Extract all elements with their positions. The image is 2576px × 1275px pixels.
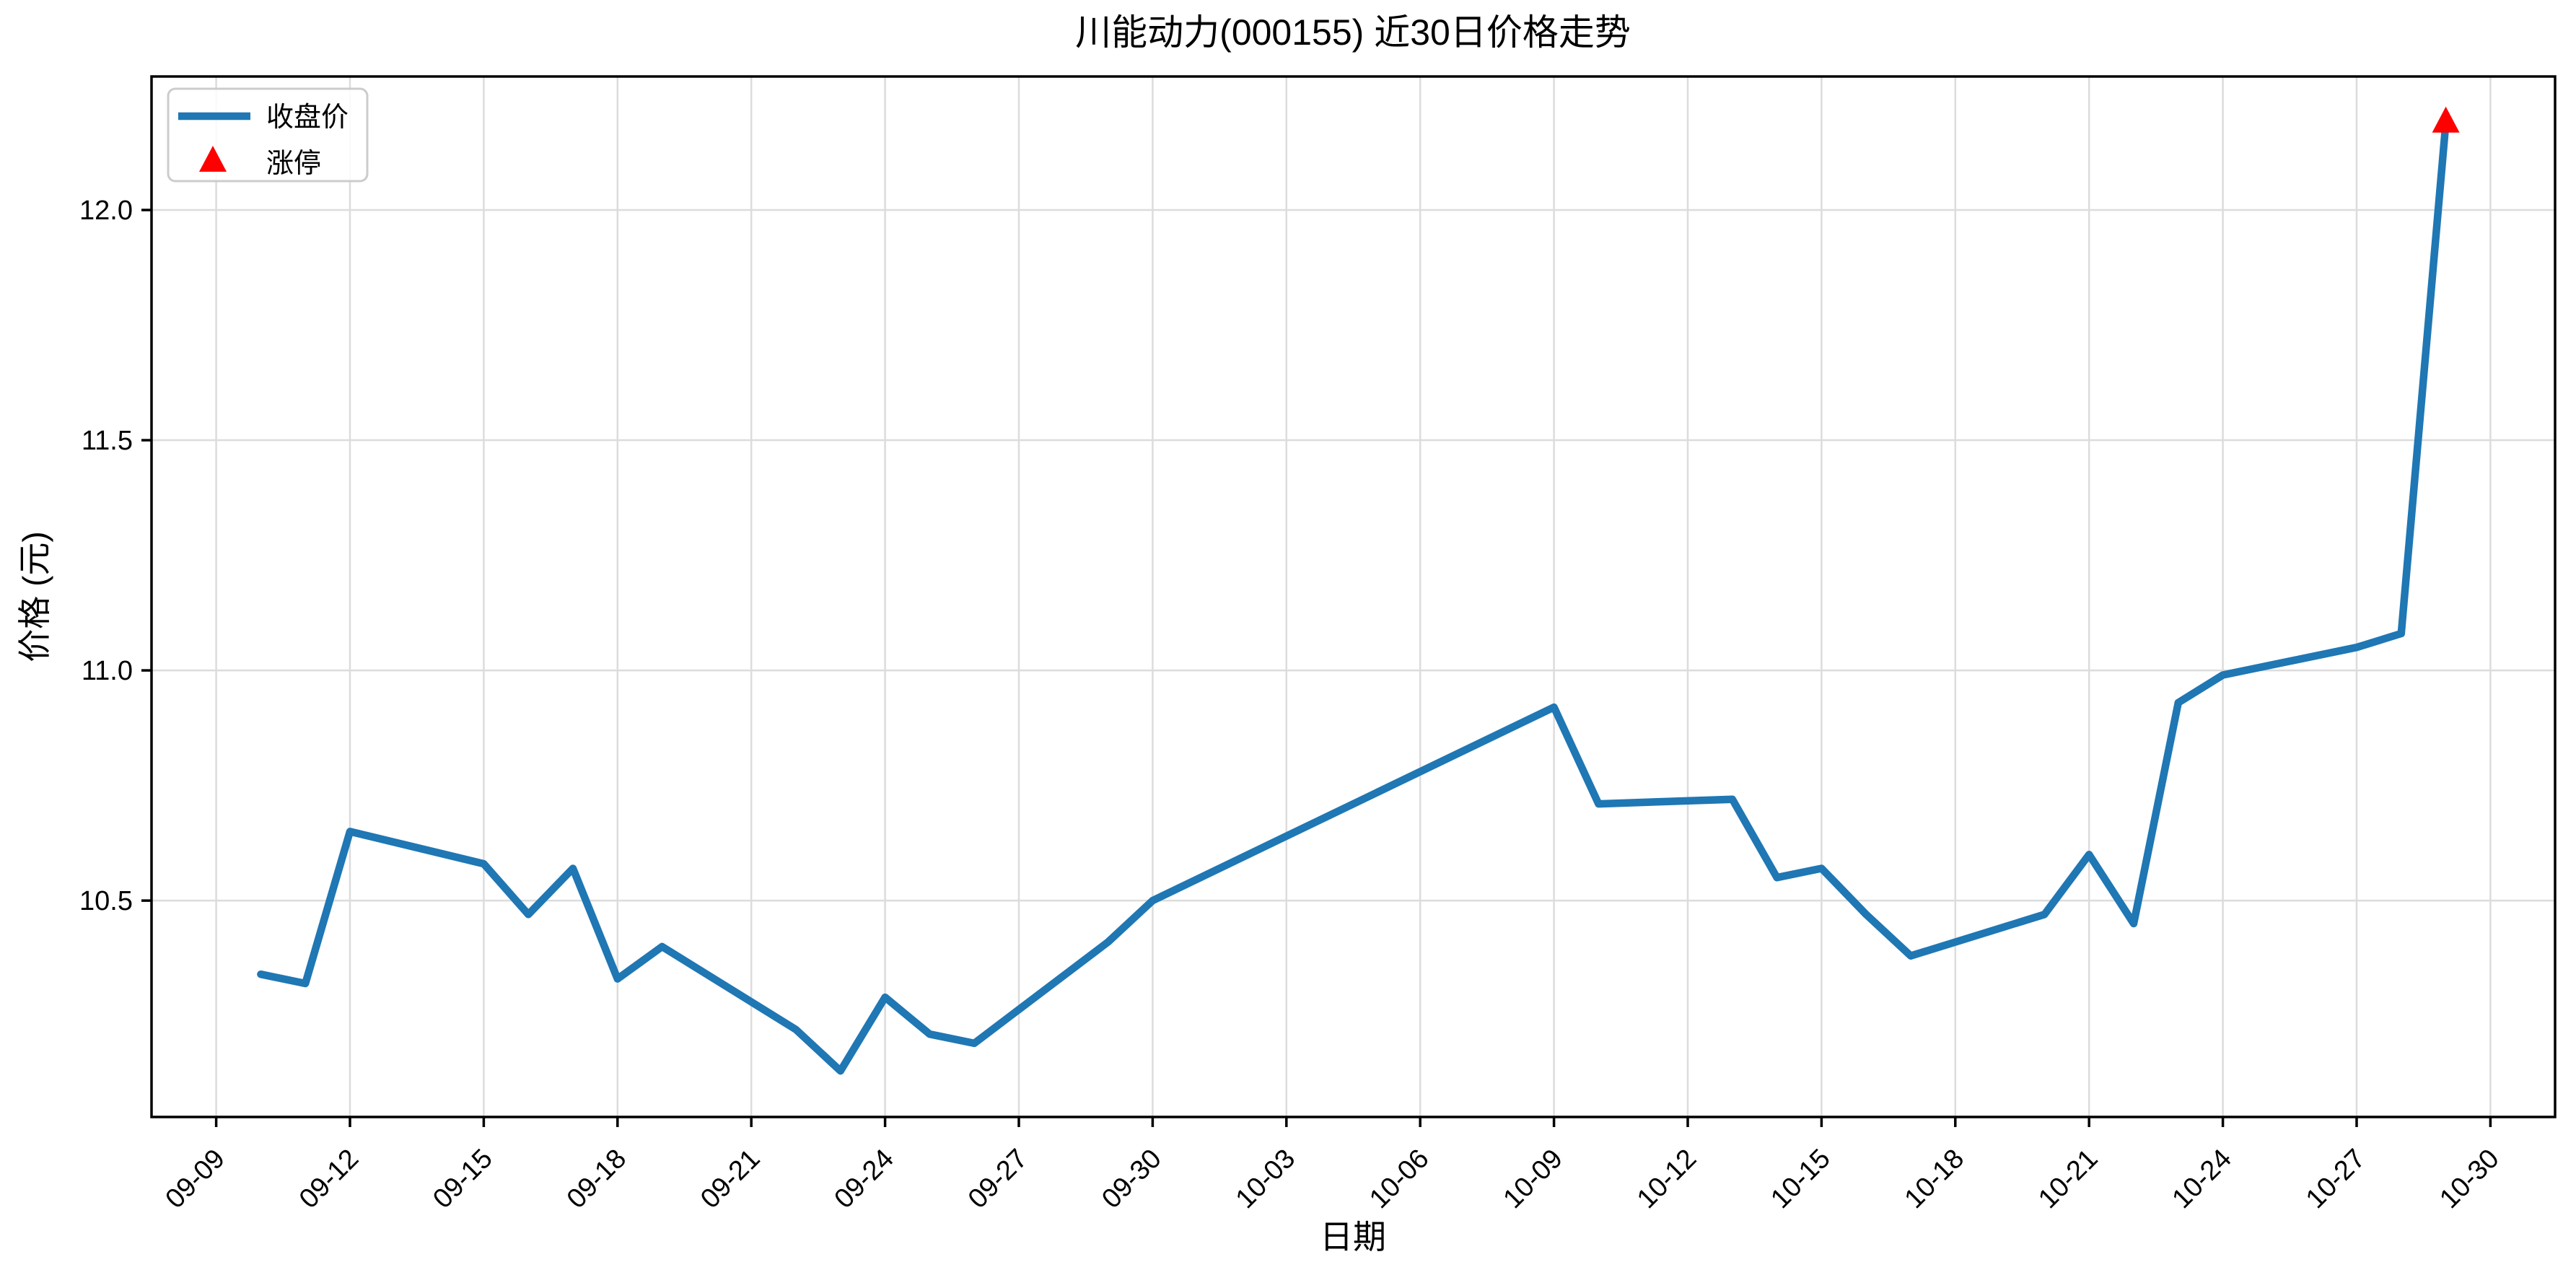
x-tick-label: 10-12 [1631, 1144, 1702, 1214]
chart-title: 川能动力(000155) 近30日价格走势 [1075, 12, 1631, 53]
legend-limit-up-triangle-icon [199, 146, 227, 172]
x-tick-label: 09-30 [1096, 1144, 1167, 1214]
y-tick-label: 12.0 [79, 196, 133, 226]
close-price-line [257, 118, 2450, 1075]
plot-border [150, 75, 2557, 1118]
y-tick-label: 11.5 [82, 426, 133, 456]
x-tick-label: 10-06 [1364, 1144, 1434, 1214]
y-axis-label: 价格 (元) [16, 531, 53, 662]
x-tick-label: 09-21 [695, 1144, 766, 1214]
y-tick-label: 11.0 [82, 656, 133, 686]
y-tick-label: 10.5 [79, 886, 133, 916]
x-tick-label: 10-15 [1765, 1144, 1836, 1214]
x-tick-label: 09-18 [561, 1144, 632, 1214]
x-tick-label: 10-09 [1498, 1144, 1569, 1214]
x-tick-label: 10-03 [1230, 1144, 1301, 1214]
x-axis-label: 日期 [1320, 1218, 1386, 1256]
legend-label-limit-up: 涨停 [266, 149, 321, 179]
legend: 收盘价 涨停 [167, 87, 369, 183]
legend-label-close-price: 收盘价 [266, 102, 349, 133]
x-tick-label: 09-12 [294, 1144, 364, 1214]
x-tick-label: 09-24 [829, 1144, 900, 1214]
x-tick-label: 09-09 [160, 1144, 231, 1214]
x-tick-label: 10-18 [1899, 1144, 1970, 1214]
x-tick-label: 10-21 [2033, 1144, 2103, 1214]
x-tick-label: 09-15 [427, 1144, 498, 1214]
limit-up-marker [2432, 106, 2460, 133]
x-tick-label: 10-24 [2167, 1144, 2238, 1214]
x-tick-label: 10-27 [2300, 1144, 2371, 1214]
x-tick-label: 10-30 [2434, 1144, 2505, 1214]
x-tick-label: 09-27 [963, 1144, 1033, 1214]
